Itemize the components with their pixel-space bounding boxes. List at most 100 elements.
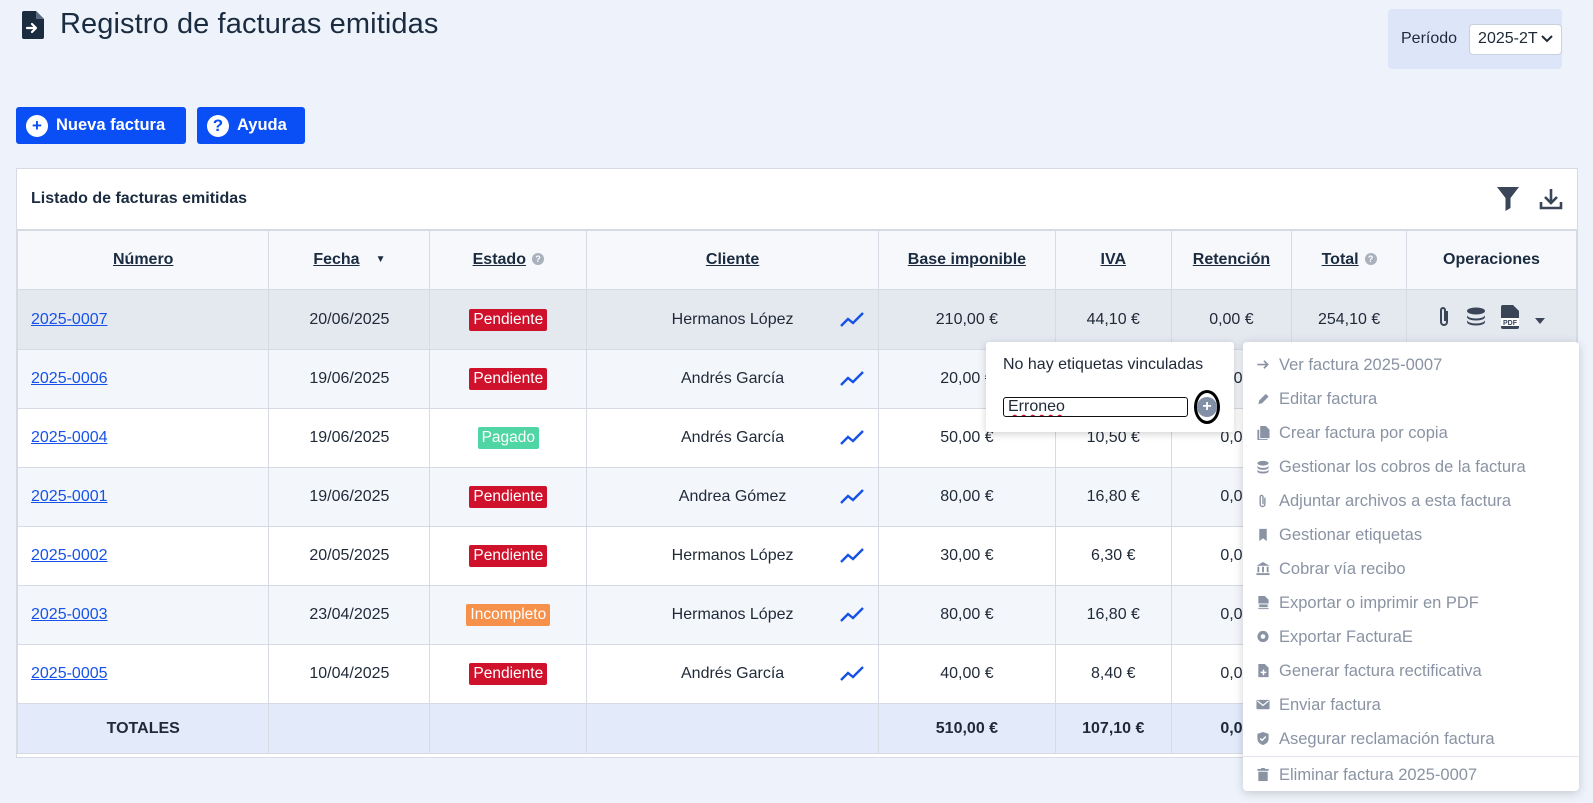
period-select[interactable]: 2025-2T (1469, 23, 1562, 55)
help-icon[interactable]: ? (1364, 253, 1377, 265)
menu-item[interactable]: Ver factura 2025-0007 (1243, 348, 1579, 382)
col-fecha[interactable]: Fecha ▼ (268, 230, 431, 290)
filter-icon[interactable] (1497, 187, 1519, 211)
date-cell: 20/05/2025 (268, 526, 431, 586)
menu-item[interactable]: Gestionar los cobros de la factura (1243, 450, 1579, 484)
invoice-number-link[interactable]: 2025-0005 (31, 665, 108, 682)
table-row[interactable]: 2025-0007 20/06/2025 Pendiente Hermanos Lóp… (16, 289, 1578, 350)
invoice-export-icon (22, 10, 44, 39)
menu-item[interactable]: Eliminar factura 2025-0007 (1243, 758, 1579, 792)
iva-cell: 16,80 € (1054, 467, 1172, 527)
period-value: 2025-2T (1478, 30, 1538, 47)
invoice-number-link[interactable]: 2025-0002 (31, 547, 108, 564)
date-cell: 23/04/2025 (268, 585, 431, 645)
base-cell: 40,00 € (877, 644, 1056, 704)
invoice-number-link[interactable]: 2025-0006 (31, 370, 108, 387)
menu-item-label: Generar factura rectificativa (1279, 661, 1482, 680)
col-retencion[interactable]: Retención (1170, 230, 1293, 290)
arrow-right-icon (1255, 358, 1270, 373)
menu-item-label: Adjuntar archivos a esta factura (1279, 491, 1512, 510)
col-iva[interactable]: IVA (1054, 230, 1172, 290)
totals-label: TOTALES (16, 703, 270, 754)
new-invoice-button[interactable]: + Nueva factura (16, 107, 186, 144)
operations-menu: Ver factura 2025-0007 Editar factura Crear… (1243, 342, 1579, 791)
status-cell: Pendiente (429, 526, 588, 586)
trend-chart-icon[interactable] (840, 430, 864, 446)
menu-item-label: Exportar FacturaE (1279, 627, 1413, 646)
base-cell: 210,00 € (877, 289, 1056, 350)
date-cell: 19/06/2025 (268, 349, 431, 409)
total-cell: 254,10 € (1291, 289, 1407, 350)
menu-item[interactable]: Editar factura (1243, 382, 1579, 416)
help-label: Ayuda (237, 116, 287, 134)
date-cell: 19/06/2025 (268, 467, 431, 527)
client-cell: Hermanos López (586, 289, 879, 350)
invoice-number-link[interactable]: 2025-0003 (31, 606, 108, 623)
coins-icon[interactable] (1465, 306, 1487, 333)
card-header: Listado de facturas emitidas (17, 169, 1577, 230)
invoice-number-link[interactable]: 2025-0004 (31, 429, 108, 446)
tag-input[interactable] (1003, 397, 1188, 417)
status-badge: Pagado (477, 427, 540, 449)
status-badge: Pendiente (469, 368, 548, 390)
date-cell: 20/06/2025 (268, 289, 431, 350)
date-cell: 19/06/2025 (268, 408, 431, 468)
menu-item-label: Gestionar etiquetas (1279, 525, 1423, 544)
menu-item[interactable]: Gestionar etiquetas (1243, 518, 1579, 552)
chevron-down-icon[interactable] (1535, 311, 1546, 329)
menu-item-label: Gestionar los cobros de la factura (1279, 457, 1526, 476)
plus-icon: + (26, 114, 48, 137)
trend-chart-icon[interactable] (840, 489, 864, 505)
menu-item[interactable]: Asegurar reclamación factura (1243, 722, 1579, 756)
trend-chart-icon[interactable] (840, 371, 864, 387)
page-header: Registro de facturas emitidas (22, 8, 438, 41)
menu-item[interactable]: Exportar FacturaE (1243, 620, 1579, 654)
bank-icon (1255, 562, 1270, 577)
trend-chart-icon[interactable] (840, 311, 864, 328)
base-cell: 30,00 € (877, 526, 1056, 586)
status-cell: Pendiente (429, 289, 588, 350)
status-cell: Pendiente (429, 467, 588, 527)
client-cell: Andrés García (586, 349, 879, 409)
invoice-number-cell: 2025-0002 (16, 526, 270, 586)
menu-item[interactable]: Adjuntar archivos a esta factura (1243, 484, 1579, 518)
col-cliente[interactable]: Cliente (586, 230, 879, 290)
status-badge: Pendiente (469, 545, 548, 567)
help-button[interactable]: ? Ayuda (197, 107, 305, 144)
pdf-icon[interactable]: PDF (1501, 305, 1521, 334)
trend-chart-icon[interactable] (840, 607, 864, 623)
col-estado[interactable]: Estado? (429, 230, 588, 290)
menu-item[interactable]: Cobrar vía recibo (1243, 552, 1579, 586)
invoice-number-link[interactable]: 2025-0001 (31, 488, 108, 505)
trend-chart-icon[interactable] (840, 666, 864, 682)
status-cell: Pagado (429, 408, 588, 468)
menu-item[interactable]: Crear factura por copia (1243, 416, 1579, 450)
col-total[interactable]: Total? (1291, 230, 1407, 290)
plus-icon: + (1197, 397, 1217, 417)
paperclip-icon[interactable] (1437, 305, 1451, 334)
client-name: Hermanos López (671, 606, 794, 623)
menu-item[interactable]: Generar factura rectificativa (1243, 654, 1579, 688)
base-cell: 80,00 € (877, 585, 1056, 645)
invoice-number-cell: 2025-0001 (16, 467, 270, 527)
client-name: Hermanos López (671, 547, 794, 564)
totals-iva: 107,10 € (1054, 703, 1172, 754)
menu-item[interactable]: Enviar factura (1243, 688, 1579, 722)
status-badge: Pendiente (469, 663, 548, 685)
help-icon[interactable]: ? (531, 253, 544, 265)
download-icon[interactable] (1539, 187, 1563, 211)
invoice-list-card: Listado de facturas emitidas Número Fech… (16, 168, 1578, 758)
invoice-number-cell: 2025-0004 (16, 408, 270, 468)
trend-chart-icon[interactable] (840, 548, 864, 564)
status-cell: Pendiente (429, 349, 588, 409)
invoice-number-cell: 2025-0005 (16, 644, 270, 704)
add-tag-button[interactable]: + (1194, 390, 1220, 424)
menu-item-label: Enviar factura (1279, 695, 1381, 714)
operations-cell: PDF (1405, 289, 1578, 350)
status-badge: Incompleto (466, 604, 551, 626)
col-base[interactable]: Base imponible (877, 230, 1056, 290)
invoice-number-link[interactable]: 2025-0007 (31, 310, 108, 328)
menu-item[interactable]: Exportar o imprimir en PDF (1243, 586, 1579, 620)
col-numero[interactable]: Número (16, 230, 270, 290)
status-badge: Pendiente (469, 308, 548, 331)
